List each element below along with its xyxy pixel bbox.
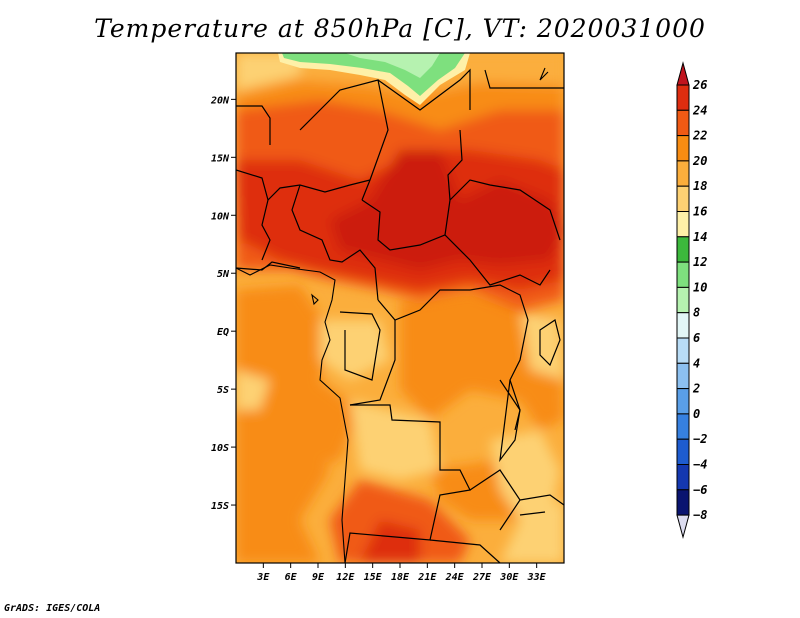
colorbar-swatch: [676, 489, 690, 516]
colorbar-label: 4: [693, 356, 700, 370]
colorbar-label: 10: [693, 280, 707, 294]
colorbar-label: −4: [693, 458, 707, 472]
lon-tick-label: 3E: [256, 572, 270, 583]
colorbar-swatch: [676, 109, 690, 137]
colorbar-label: 24: [692, 103, 707, 117]
colorbar-top-arrow: [676, 61, 690, 86]
colorbar-swatch: [676, 413, 690, 440]
colorbar-swatch: [676, 388, 690, 415]
colorbar-label: −6: [693, 483, 707, 497]
colorbar-label: 2: [692, 382, 700, 396]
colorbar-swatch: [676, 185, 690, 212]
lon-tick-label: 27E: [472, 572, 492, 583]
axis-ticks: 3E 6E 9E 12E 15E 18E 21E 24E 27E 30E 33E 20N 15N 10N 5…: [210, 95, 547, 583]
lon-tick-label: 33E: [527, 572, 547, 583]
lon-tick-label: 24E: [445, 572, 465, 583]
lat-tick-label: 15S: [211, 501, 229, 512]
lat-tick-label: 10S: [211, 443, 229, 454]
lat-tick-label: 20N: [210, 95, 230, 106]
colorbar-label: −2: [693, 432, 707, 446]
lat-tick-label: 5N: [217, 269, 230, 280]
colorbar-swatch: [676, 135, 690, 162]
colorbar-swatch: [676, 84, 690, 111]
colorbar-swatch: [676, 464, 690, 491]
colorbar-swatch: [676, 211, 690, 238]
colorbar-label: 6: [693, 331, 700, 345]
colorbar-label: 22: [692, 129, 707, 143]
lat-tick-label: EQ: [217, 327, 229, 338]
lon-tick-label: 30E: [499, 572, 519, 583]
colorbar-swatch: [676, 160, 690, 187]
credit-label: GrADS: IGES/COLA: [4, 603, 101, 614]
colorbar-swatch: [676, 438, 690, 466]
lat-tick-label: 10N: [211, 211, 230, 222]
colorbar-label: 18: [693, 179, 707, 193]
colorbar-label: 14: [693, 230, 707, 244]
colorbar-swatch: [676, 312, 690, 339]
colorbar-swatch: [676, 286, 690, 314]
lon-tick-label: 18E: [391, 572, 410, 583]
colorbar-label: 16: [693, 205, 707, 219]
lon-tick-label: 6E: [285, 572, 298, 583]
lat-tick-label: 15N: [211, 153, 230, 164]
lon-tick-label: 21E: [417, 572, 437, 583]
lon-tick-label: 15E: [364, 572, 383, 583]
colorbar-label: 12: [693, 255, 707, 269]
colorbar-swatch: [676, 236, 690, 263]
lat-tick-label: 5S: [217, 385, 229, 396]
lon-tick-label: 12E: [336, 572, 355, 583]
colorbar-label: 8: [693, 306, 700, 320]
colorbar-label: 20: [692, 154, 707, 168]
colorbar-bottom-arrow: [676, 514, 690, 540]
colorbar-label: 0: [693, 407, 700, 421]
temperature-field: [236, 53, 564, 563]
colorbar-swatch: [676, 337, 690, 364]
colorbar-swatch: [676, 362, 690, 390]
colorbar-label: −8: [693, 508, 707, 522]
map-title: Temperature at 850hPa [C], VT: 202003100…: [94, 14, 706, 43]
lon-tick-label: 9E: [312, 572, 325, 583]
coastlines: [236, 67, 549, 563]
colorbar-swatch: [676, 261, 690, 288]
colorbar-label: 26: [692, 78, 707, 92]
